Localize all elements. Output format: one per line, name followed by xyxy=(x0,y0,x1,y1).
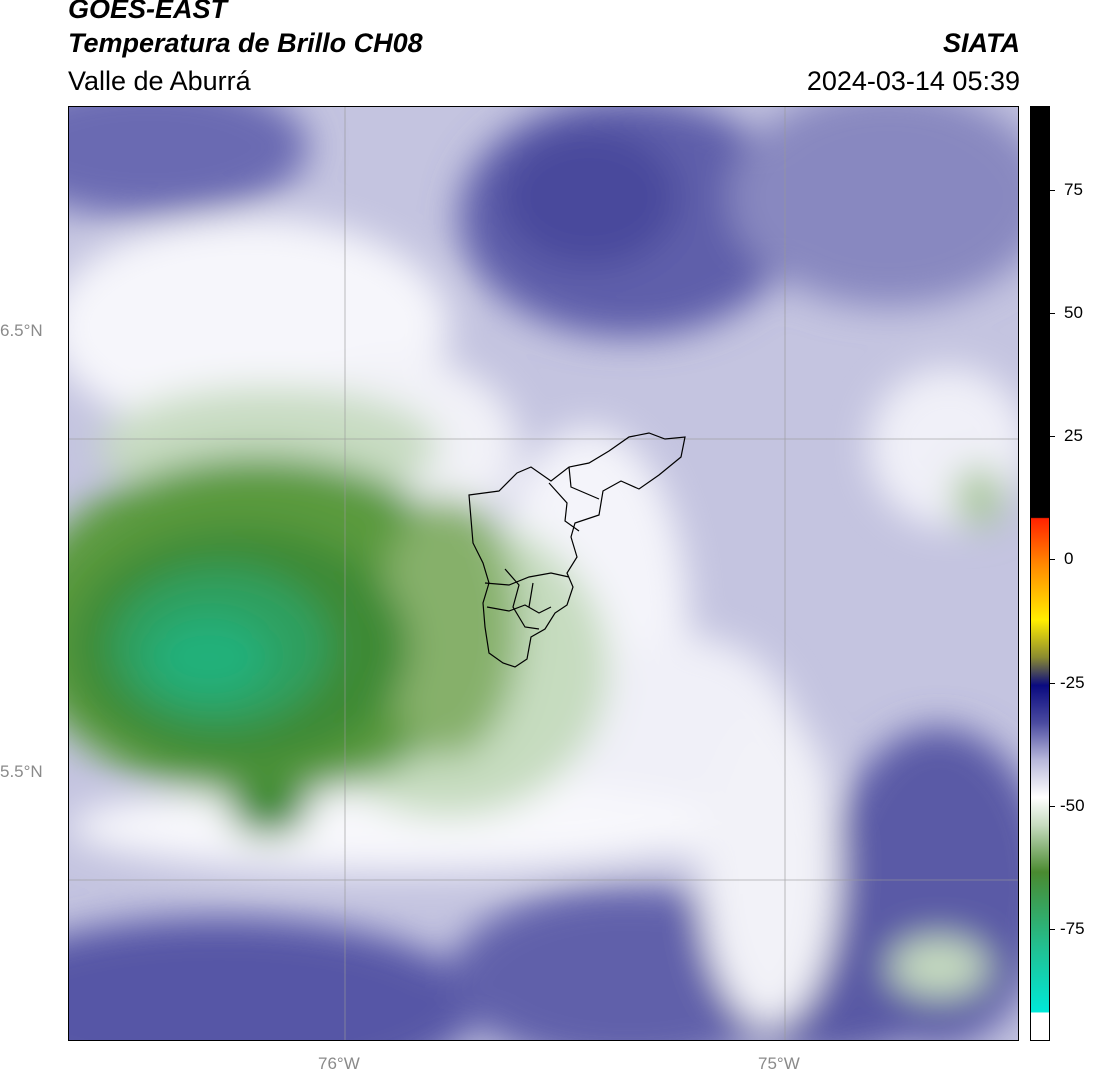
colorbar-label-50: 50 xyxy=(1064,303,1083,322)
colorbar-tick xyxy=(1050,190,1055,191)
lat-label-5-5n: 5.5°N xyxy=(0,762,43,781)
colorbar-label-minus25: -25 xyxy=(1060,673,1085,692)
lat-label-6-5n: 6.5°N xyxy=(0,321,43,340)
colorbar-tick xyxy=(1050,436,1055,437)
colorbar-tick xyxy=(1050,683,1055,684)
temperature-colorbar xyxy=(1030,106,1050,1041)
product-title: GOES-EAST xyxy=(68,0,228,24)
colorbar-label-75: 75 xyxy=(1064,180,1083,199)
colorbar-label-minus75: -75 xyxy=(1060,919,1085,938)
colorbar-label-0: 0 xyxy=(1064,549,1074,568)
brightness-temperature-map[interactable] xyxy=(68,106,1019,1041)
temperature-field xyxy=(69,107,1018,1040)
colorbar-label-25: 25 xyxy=(1064,426,1083,445)
map-canvas xyxy=(69,107,1018,1040)
colorbar-tick xyxy=(1050,806,1055,807)
region-title: Valle de Aburrá xyxy=(68,66,251,96)
graticule xyxy=(69,107,1018,1040)
colorbar-tick xyxy=(1050,559,1055,560)
datetime-label: 2024-03-14 05:39 xyxy=(806,66,1020,96)
colorbar-label-minus50: -50 xyxy=(1060,796,1085,815)
colorbar-tick xyxy=(1050,313,1055,314)
lon-label-75w: 75°W xyxy=(758,1054,800,1073)
lon-label-76w: 76°W xyxy=(318,1054,360,1073)
organization-label: SIATA xyxy=(943,28,1020,58)
aburra-valley-boundaries xyxy=(468,432,686,668)
channel-title: Temperatura de Brillo CH08 xyxy=(68,28,423,58)
colorbar-tick xyxy=(1050,929,1055,930)
